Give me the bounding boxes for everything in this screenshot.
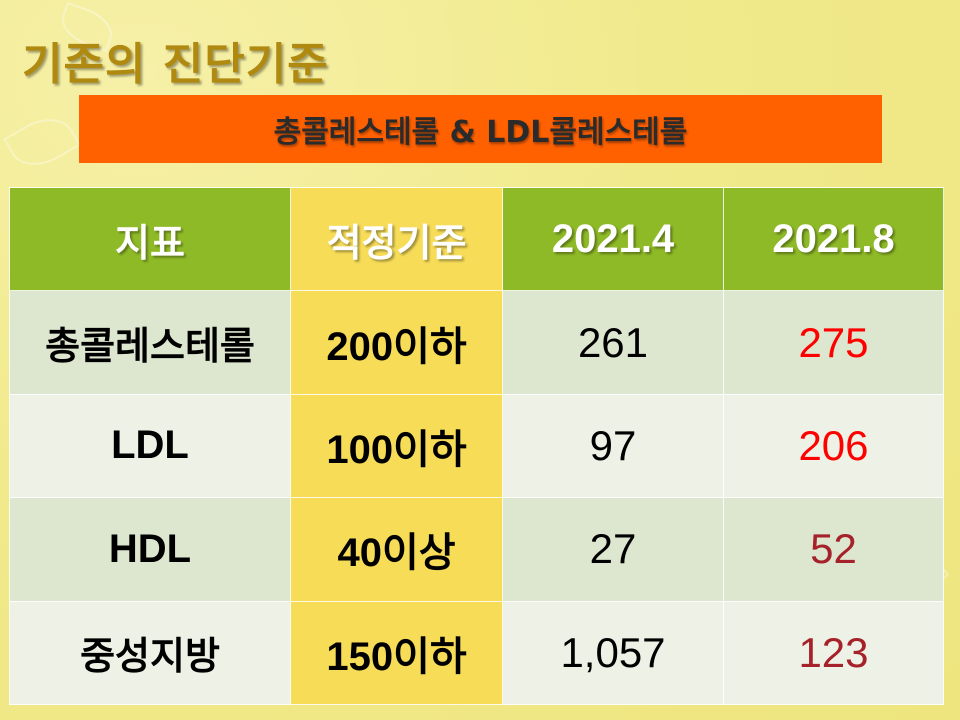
apr-value-cell: 27 [502,497,724,602]
table-row: 총콜레스테롤 200이하 261 275 [9,290,944,395]
apr-value-cell: 1,057 [502,600,724,706]
table-header-row: 지표 적정기준 2021.4 2021.8 [9,186,944,292]
subtitle-banner: 총콜레스테롤 & LDL콜레스테롤 [79,95,882,163]
header-2021-4: 2021.4 [502,186,724,292]
indicator-cell: 총콜레스테롤 [9,290,291,395]
apr-value-cell: 261 [502,290,724,395]
apr-value-cell: 97 [502,393,724,499]
header-indicator: 지표 [9,186,291,292]
aug-value-cell: 123 [723,600,944,706]
header-2021-8: 2021.8 [723,186,944,292]
header-criterion: 적정기준 [290,186,503,292]
table-row: HDL 40이상 27 52 [9,497,944,602]
table-row: LDL 100이하 97 206 [9,393,944,499]
criterion-cell: 200이하 [290,290,503,395]
criterion-cell: 100이하 [290,393,503,499]
aug-value-cell: 52 [723,497,944,602]
banner-text: 총콜레스테롤 & LDL콜레스테롤 [273,115,688,150]
indicator-cell: 중성지방 [9,600,291,706]
criterion-cell: 150이하 [290,600,503,706]
indicator-cell: LDL [9,393,291,499]
aug-value-cell: 275 [723,290,944,395]
indicator-cell: HDL [9,497,291,602]
slide-title: 기존의 진단기준 [22,39,329,90]
cholesterol-table: 지표 적정기준 2021.4 2021.8 총콜레스테롤 200이하 261 2… [9,186,944,706]
aug-value-cell: 206 [723,393,944,499]
leaf-decoration [3,106,81,178]
criterion-cell: 40이상 [290,497,503,602]
table-row: 중성지방 150이하 1,057 123 [9,600,944,706]
